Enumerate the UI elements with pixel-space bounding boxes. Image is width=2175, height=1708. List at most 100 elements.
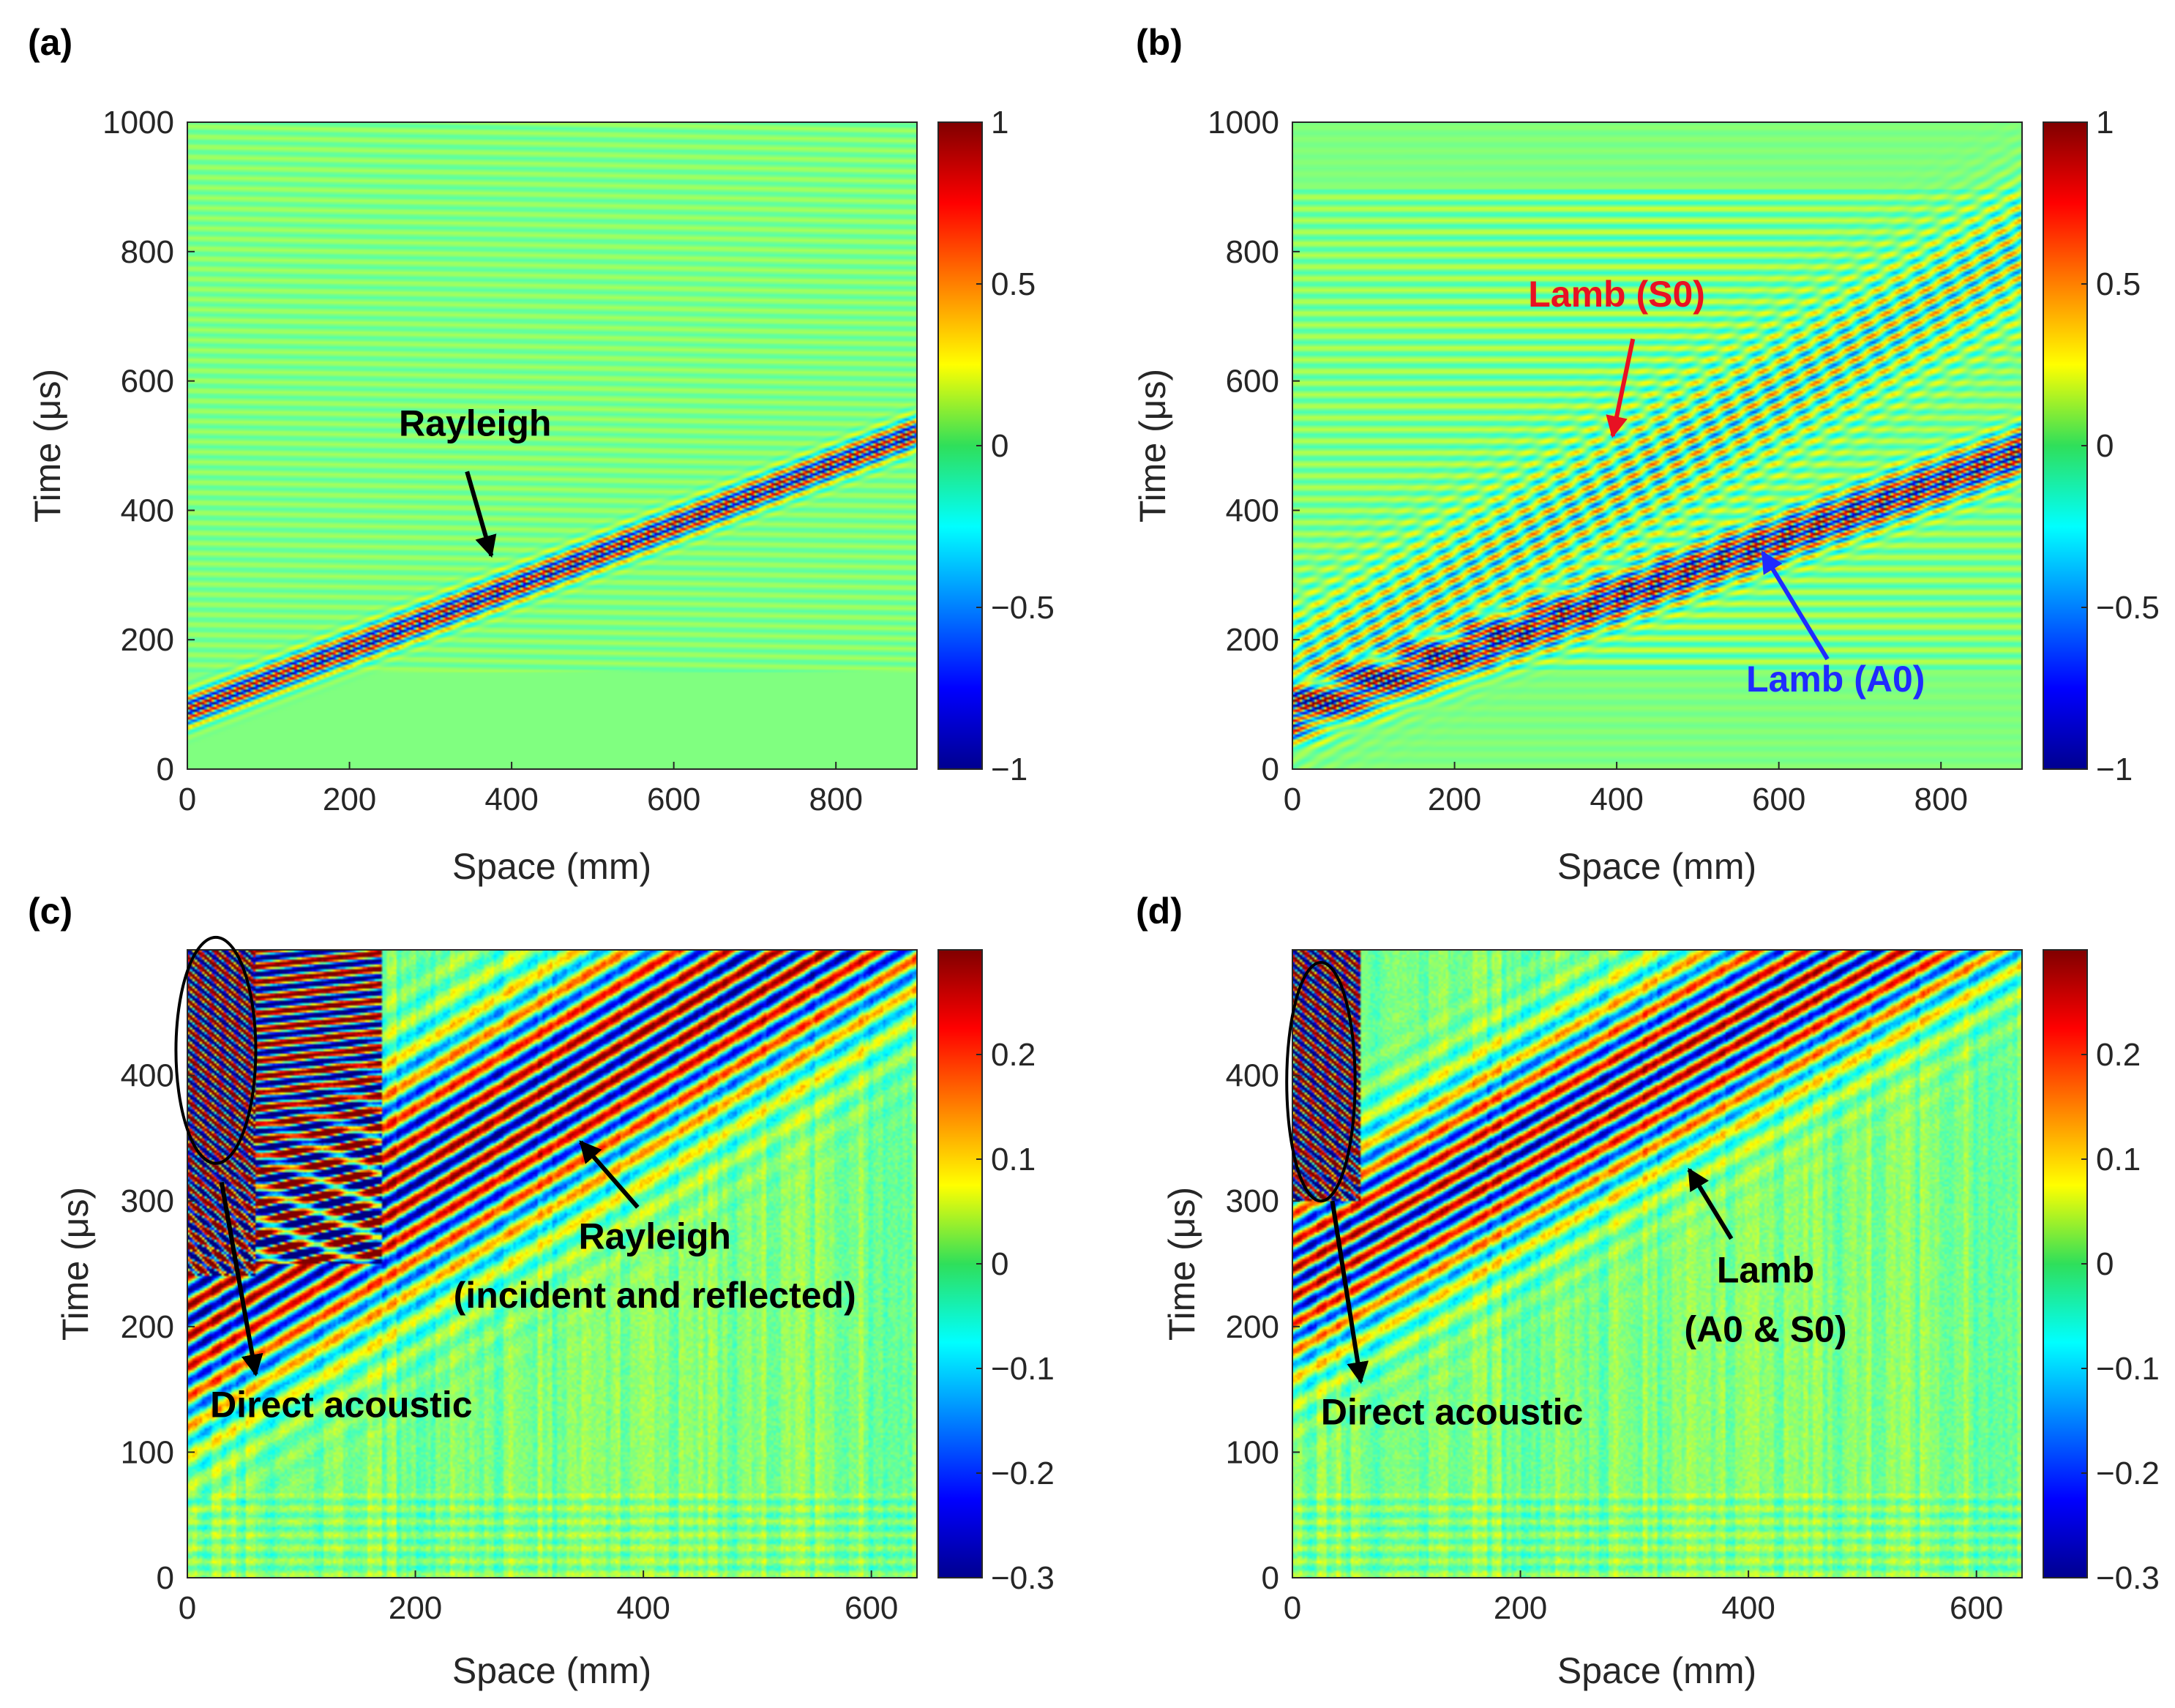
panel-b: (b) 0 200 400 600 800 0 200 400 600 800 1000 Spac… — [1132, 22, 2160, 887]
panel-a-colorbar-bar — [937, 121, 983, 770]
x-tick-label: 600 — [845, 1590, 898, 1626]
annotation-label: Direct acoustic — [1321, 1392, 1583, 1433]
annotation-label: (incident and reflected) — [454, 1275, 856, 1316]
y-tick-label: 600 — [1226, 364, 1279, 400]
x-tick-label: 200 — [1428, 782, 1481, 817]
y-tick-label: 800 — [121, 234, 174, 270]
y-tick-label: 200 — [1226, 1309, 1279, 1345]
annotation-arrow — [465, 471, 497, 558]
panel-a-colorbar: −1 −0.5 0 0.5 1 — [937, 105, 1055, 787]
panel-c-y-axis-label: Time (μs) — [55, 1187, 96, 1341]
colorbar-tick-label: −0.2 — [991, 1456, 1055, 1491]
y-tick-label: 800 — [1226, 234, 1279, 270]
panel-d-colorbar-bar — [2043, 949, 2088, 1578]
panel-c-colorbar-bar — [937, 949, 983, 1578]
y-tick-label: 200 — [1226, 622, 1279, 658]
panel-a-y-ticks: 0 200 400 600 800 1000 — [102, 105, 195, 787]
panel-d-colorbar: −0.3 −0.2 −0.1 0 0.1 0.2 — [2043, 949, 2160, 1596]
x-tick-label: 0 — [1284, 1590, 1301, 1626]
annotation-arrow — [1687, 1167, 1734, 1240]
colorbar-tick-label: −0.2 — [2096, 1456, 2160, 1491]
colorbar-tick-label: −1 — [2096, 752, 2133, 787]
y-tick-label: 400 — [121, 492, 174, 528]
annotation-arrow — [1760, 550, 1830, 661]
colorbar-tick-label: 0.5 — [2096, 266, 2141, 302]
panel-c-label: (c) — [28, 891, 72, 932]
panel-b-colorbar-bar — [2043, 121, 2088, 770]
panel-a: (a) 0 200 400 600 800 0 200 400 600 800 1000 Spac… — [27, 22, 1055, 887]
panel-b-y-ticks: 0 200 400 600 800 1000 — [1208, 105, 1300, 787]
y-tick-label: 400 — [1226, 492, 1279, 528]
x-tick-label: 0 — [179, 782, 196, 817]
y-tick-label: 0 — [157, 752, 174, 787]
panel-c-heatmap — [187, 949, 918, 1578]
colorbar-tick-label: 1 — [2096, 105, 2114, 141]
y-tick-label: 0 — [1262, 1560, 1279, 1596]
colorbar-tick-label: 0 — [991, 1246, 1008, 1282]
panel-a-annotations: Rayleigh — [399, 403, 551, 558]
panel-d-label: (d) — [1136, 891, 1183, 932]
panel-d-y-ticks: 0 100 200 300 400 — [1226, 1058, 1300, 1596]
panel-c-y-ticks: 0 100 200 300 400 — [121, 1058, 195, 1596]
x-tick-label: 400 — [616, 1590, 670, 1626]
colorbar-tick-label: 0 — [2096, 428, 2114, 464]
y-tick-label: 100 — [1226, 1434, 1279, 1470]
panel-a-heatmap-image — [187, 122, 917, 769]
panel-a-colorbar-ticks: −1 −0.5 0 0.5 1 — [976, 105, 1055, 787]
colorbar-tick-label: 1 — [991, 105, 1008, 141]
colorbar-tick-label: −0.1 — [991, 1351, 1055, 1387]
direct-acoustic-ellipse — [1285, 961, 1357, 1203]
panel-c-colorbar: −0.3 −0.2 −0.1 0 0.1 0.2 — [937, 949, 1055, 1596]
annotation-label: Lamb — [1717, 1250, 1814, 1291]
annotation-label: (A0 & S0) — [1684, 1308, 1846, 1349]
x-tick-label: 800 — [1914, 782, 1968, 817]
panel-b-heatmap-image — [1292, 122, 2022, 769]
annotation-label: Direct acoustic — [210, 1384, 472, 1425]
panel-b-colorbar: −1 −0.5 0 0.5 1 — [2043, 105, 2160, 787]
x-tick-label: 400 — [1590, 782, 1643, 817]
colorbar-tick-label: 0.1 — [2096, 1142, 2141, 1177]
panel-c-x-axis-label: Space (mm) — [452, 1650, 651, 1691]
panel-d-heatmap-image — [1292, 950, 2022, 1578]
colorbar-tick-label: −0.5 — [2096, 590, 2160, 626]
annotation-arrow — [579, 1140, 640, 1209]
colorbar-tick-label: −0.3 — [2096, 1560, 2160, 1596]
panel-d-colorbar-ticks: −0.3 −0.2 −0.1 0 0.1 0.2 — [2081, 1037, 2160, 1596]
x-tick-label: 600 — [1752, 782, 1805, 817]
x-tick-label: 200 — [389, 1590, 442, 1626]
x-tick-label: 400 — [484, 782, 538, 817]
x-tick-label: 600 — [647, 782, 700, 817]
panel-b-label: (b) — [1136, 22, 1183, 63]
x-tick-label: 800 — [809, 782, 863, 817]
panel-d-heatmap — [1292, 949, 2023, 1578]
colorbar-tick-label: 0 — [991, 428, 1008, 464]
panel-b-colorbar-ticks: −1 −0.5 0 0.5 1 — [2081, 105, 2160, 787]
annotation-label: Lamb (A0) — [1746, 659, 1925, 700]
colorbar-tick-label: −0.3 — [991, 1560, 1055, 1596]
x-tick-label: 400 — [1721, 1590, 1775, 1626]
panel-c-x-ticks: 0 200 400 600 — [179, 1570, 898, 1626]
panel-b-x-ticks: 0 200 400 600 800 — [1284, 762, 1968, 817]
panel-c-annotations: Rayleigh (incident and reflected) Direct a… — [174, 935, 856, 1425]
panel-a-heatmap — [187, 121, 918, 770]
colorbar-tick-label: 0.2 — [991, 1037, 1036, 1073]
y-tick-label: 200 — [121, 1309, 174, 1345]
panel-b-annotations: Lamb (S0) Lamb (A0) — [1528, 274, 1925, 700]
y-tick-label: 300 — [1226, 1183, 1279, 1219]
y-tick-label: 300 — [121, 1183, 174, 1219]
panel-d-y-axis-label: Time (μs) — [1161, 1187, 1202, 1341]
panel-b-y-axis-label: Time (μs) — [1132, 369, 1173, 522]
panel-c-heatmap-image — [187, 950, 917, 1578]
x-tick-label: 0 — [1284, 782, 1301, 817]
y-tick-label: 0 — [157, 1560, 174, 1596]
y-tick-label: 1000 — [102, 105, 174, 141]
annotation-arrow — [1330, 1200, 1369, 1385]
y-tick-label: 400 — [1226, 1058, 1279, 1094]
annotation-label: Rayleigh — [579, 1216, 731, 1256]
colorbar-tick-label: −0.5 — [991, 590, 1055, 626]
panel-a-y-axis-label: Time (μs) — [27, 369, 68, 522]
panel-a-x-axis-label: Space (mm) — [452, 846, 651, 887]
panel-b-x-axis-label: Space (mm) — [1557, 846, 1756, 887]
y-tick-label: 200 — [121, 622, 174, 658]
